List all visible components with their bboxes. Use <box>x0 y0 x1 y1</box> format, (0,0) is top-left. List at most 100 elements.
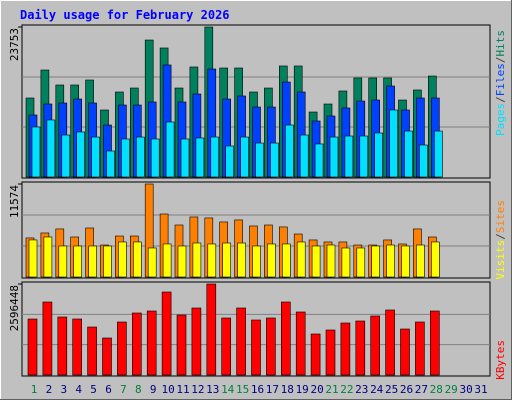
bar <box>206 283 217 376</box>
bar <box>42 301 53 376</box>
x-tick-label: 26 <box>400 383 413 396</box>
bar <box>27 318 38 376</box>
bar <box>266 317 276 376</box>
bar <box>401 245 410 278</box>
legend-separator: / <box>494 96 507 103</box>
bar <box>281 243 291 278</box>
x-tick-label: 25 <box>385 383 398 396</box>
bar <box>180 138 190 178</box>
bar <box>210 136 220 178</box>
bar <box>177 245 187 278</box>
bar <box>385 309 395 376</box>
bar <box>61 134 71 178</box>
bar <box>284 124 294 178</box>
legend: KBytes <box>494 340 507 380</box>
bar <box>255 142 264 178</box>
legend-separator: / <box>494 233 507 240</box>
bar <box>280 301 291 376</box>
bar <box>389 109 398 178</box>
bar <box>207 243 217 278</box>
x-tick-label: 3 <box>60 383 67 396</box>
x-tick-label: 11 <box>176 383 189 396</box>
bar <box>325 329 336 376</box>
y-tick-label: 2596448 <box>8 285 21 331</box>
y-tick-label: 11574 <box>8 185 21 218</box>
bar <box>118 241 127 278</box>
bar <box>46 119 56 178</box>
bar <box>252 245 261 278</box>
bar <box>222 242 231 278</box>
bar <box>73 245 82 278</box>
x-tick-label: 16 <box>251 383 264 396</box>
bar <box>221 317 231 376</box>
x-tick-label: 12 <box>191 383 204 396</box>
bar <box>102 337 112 376</box>
legend-entry: KBytes <box>494 340 507 380</box>
bar <box>370 315 381 376</box>
bar <box>133 241 142 278</box>
bar <box>329 136 339 178</box>
bar <box>191 307 202 376</box>
bar <box>165 121 175 178</box>
y-tick-label: 23753 <box>8 28 21 61</box>
x-tick-label: 24 <box>370 383 384 396</box>
bar <box>57 316 68 376</box>
legend-separator: / <box>494 57 507 64</box>
bar <box>31 126 41 178</box>
legend: Visits/Sites <box>494 200 507 280</box>
bar <box>251 319 261 376</box>
legend-entry: Hits <box>494 30 507 57</box>
x-tick-label: 9 <box>150 383 157 396</box>
x-tick-label: 4 <box>75 383 82 396</box>
bar <box>117 321 127 376</box>
x-tick-label: 10 <box>161 383 174 396</box>
bar <box>162 243 172 278</box>
x-tick-label: 30 <box>459 383 472 396</box>
x-tick-label: 8 <box>135 383 142 396</box>
chart-title: Daily usage for February 2026 <box>20 8 230 22</box>
bar <box>416 244 425 278</box>
bar <box>326 244 336 278</box>
bar <box>340 322 351 376</box>
bar <box>415 321 425 376</box>
bar <box>91 136 100 178</box>
bar <box>433 130 443 178</box>
bar <box>310 333 321 376</box>
bar <box>147 247 157 278</box>
bar <box>43 236 53 278</box>
bar <box>136 136 145 178</box>
bar <box>176 314 187 376</box>
bar <box>150 138 160 178</box>
bar <box>28 239 38 278</box>
bar <box>299 134 309 178</box>
x-tick-label: 17 <box>266 383 279 396</box>
bar <box>270 142 279 178</box>
bar <box>106 150 115 178</box>
x-tick-label: 2 <box>46 383 53 396</box>
x-tick-label: 31 <box>474 383 487 396</box>
x-tick-label: 22 <box>340 383 353 396</box>
bar <box>429 310 440 376</box>
x-tick-label: 6 <box>105 383 112 396</box>
x-tick-label: 28 <box>430 383 443 396</box>
bar <box>359 135 369 178</box>
x-tick-label: 21 <box>325 383 338 396</box>
x-tick-label: 13 <box>206 383 219 396</box>
x-tick-label: 1 <box>31 383 38 396</box>
x-tick-label: 23 <box>355 383 368 396</box>
bar <box>404 130 413 178</box>
bar <box>267 243 276 278</box>
bar <box>225 145 234 178</box>
bar <box>132 312 142 376</box>
legend-entry: Files <box>494 63 507 96</box>
x-tick-label: 20 <box>310 383 323 396</box>
bar <box>195 137 205 178</box>
legend-entry: Sites <box>494 200 507 233</box>
bar <box>400 328 410 376</box>
bar <box>237 242 246 278</box>
x-tick-label: 14 <box>221 383 235 396</box>
bar <box>236 307 246 376</box>
bar <box>240 136 249 178</box>
bar <box>344 135 354 178</box>
